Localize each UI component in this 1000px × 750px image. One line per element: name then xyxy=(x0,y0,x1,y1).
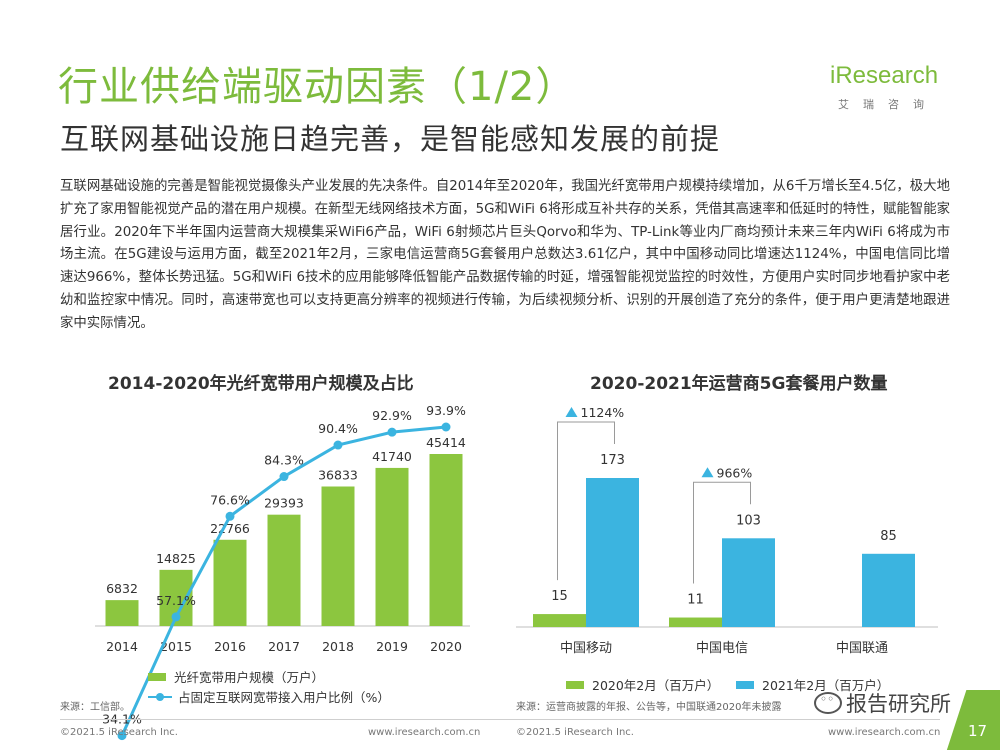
penetration-point xyxy=(333,440,343,450)
footer-left-site: www.iresearch.com.cn xyxy=(368,727,481,738)
growth-label: 1124% xyxy=(581,405,625,420)
fiber-bar xyxy=(105,600,139,626)
bar-2021-label: 85 xyxy=(880,529,897,544)
x-tick-label: 2014 xyxy=(106,639,138,654)
fiber-bar-label: 6832 xyxy=(106,581,138,596)
legend-bar-entry: 光纤宽带用户规模（万户） xyxy=(148,667,324,686)
growth-triangle-icon xyxy=(701,467,714,478)
bar-2021 xyxy=(862,553,915,627)
legend-bar-label: 光纤宽带用户规模（万户） xyxy=(174,670,325,685)
bar-2020-label: 11 xyxy=(687,593,704,608)
logo-subtext: 艾瑞咨询 xyxy=(838,98,938,111)
legend-line-entry: 占固定互联网宽带接入用户比例（%） xyxy=(148,687,390,706)
penetration-point xyxy=(387,427,397,437)
legend-2021-label: 2021年2月（百万户） xyxy=(762,678,890,693)
bar-2020 xyxy=(533,614,586,627)
bar-2021-label: 173 xyxy=(600,453,625,468)
fiber-bar xyxy=(375,467,409,626)
legend-line-label: 占固定互联网宽带接入用户比例（%） xyxy=(178,690,390,705)
page-title: 行业供给端驱动因素（1/2） xyxy=(58,64,577,110)
fiber-bar-label: 36833 xyxy=(318,467,358,482)
legend-2021-swatch xyxy=(736,680,754,689)
fiber-bar xyxy=(213,539,247,626)
penetration-label: 84.3% xyxy=(264,453,304,468)
watermark: 报告研究所 xyxy=(814,688,951,718)
body-paragraph: 互联网基础设施的完善是智能视觉摄像头产业发展的先决条件。自2014年至2020年… xyxy=(60,179,950,331)
growth-bracket xyxy=(557,421,615,581)
category-label: 中国联通 xyxy=(836,641,888,656)
penetration-point xyxy=(441,422,451,432)
growth-triangle-icon xyxy=(565,407,578,417)
penetration-point xyxy=(171,612,181,622)
penetration-point xyxy=(279,472,289,482)
legend-2020-label: 2020年2月（百万户） xyxy=(592,678,720,693)
growth-label: 966% xyxy=(717,465,753,480)
legend-bar-swatch xyxy=(148,672,166,681)
x-tick-label: 2020 xyxy=(430,639,462,654)
penetration-label: 90.4% xyxy=(318,421,358,436)
legend-2020-entry: 2020年2月（百万户） xyxy=(566,675,719,694)
logo-text: iResearch xyxy=(830,62,939,89)
footer-left-copyright: ©2021.5 iResearch Inc. xyxy=(60,727,178,738)
penetration-label: 92.9% xyxy=(372,408,412,423)
penetration-label: 76.6% xyxy=(210,492,250,507)
legend-2020-swatch xyxy=(566,680,584,689)
left-chart-title: 2014-2020年光纤宽带用户规模及占比 xyxy=(108,374,414,394)
page-number: 17 xyxy=(968,722,988,740)
wechat-icon xyxy=(814,692,842,714)
right-chart-title: 2020-2021年运营商5G套餐用户数量 xyxy=(590,374,888,394)
x-tick-label: 2018 xyxy=(322,639,354,654)
right-source: 来源：运营商披露的年报、公告等，中国联通2020年未披露 xyxy=(516,702,782,713)
legend-line-swatch xyxy=(148,692,172,702)
penetration-point xyxy=(225,511,235,521)
bar-2021 xyxy=(722,538,775,627)
legend-2021-entry: 2021年2月（百万户） xyxy=(736,675,889,694)
fiber-bar xyxy=(267,514,301,626)
category-label: 中国电信 xyxy=(696,641,748,656)
watermark-text: 报告研究所 xyxy=(846,692,951,716)
fiber-bar-label: 45414 xyxy=(426,435,466,450)
footer-divider xyxy=(60,719,940,720)
x-tick-label: 2015 xyxy=(160,639,192,654)
category-label: 中国移动 xyxy=(560,641,612,656)
footer-right-copyright: ©2021.5 iResearch Inc. xyxy=(516,727,634,738)
penetration-point xyxy=(117,731,127,741)
penetration-label: 93.9% xyxy=(426,403,466,418)
fiber-bar xyxy=(321,486,355,626)
fiber-bar-label: 29393 xyxy=(264,496,304,511)
fiber-bar-label: 41740 xyxy=(372,449,412,464)
x-tick-label: 2017 xyxy=(268,639,300,654)
bar-2021-label: 103 xyxy=(736,513,761,528)
fiber-bar-label: 14825 xyxy=(156,551,196,566)
x-tick-label: 2016 xyxy=(214,639,246,654)
iresearch-logo: iResearch 艾瑞咨询 xyxy=(830,62,955,112)
page-subtitle: 互联网基础设施日趋完善，是智能感知发展的前提 xyxy=(60,122,721,156)
penetration-label: 57.1% xyxy=(156,593,196,608)
bar-2021 xyxy=(586,478,639,627)
bar-2020-label: 15 xyxy=(551,589,568,604)
growth-bracket xyxy=(693,481,751,584)
x-tick-label: 2019 xyxy=(376,639,408,654)
bar-2020 xyxy=(669,617,722,627)
fiber-bar xyxy=(429,454,463,626)
left-source: 来源：工信部。 xyxy=(60,702,130,713)
footer-right-site: www.iresearch.com.cn xyxy=(828,727,941,738)
